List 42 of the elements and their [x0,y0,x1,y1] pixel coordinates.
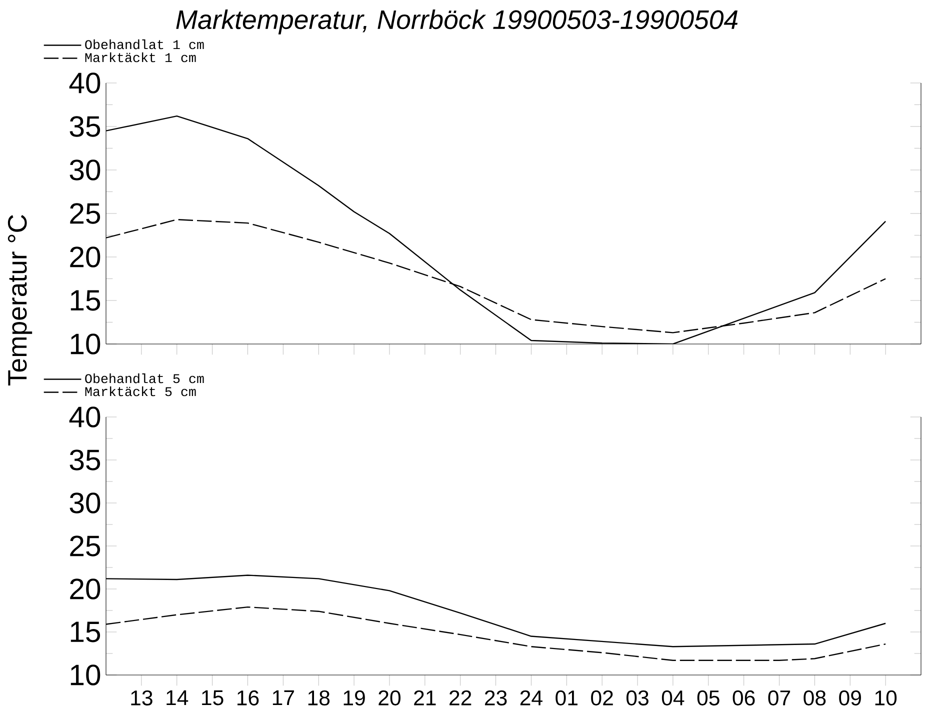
y-tick-label: 35 [70,450,100,470]
x-tick-label: 24 [520,690,542,706]
x-tick-label: 04 [662,690,684,706]
y-tick-label: 30 [70,492,100,514]
legend-label: Obehandlat 5 cm [85,373,204,384]
chart-title: Marktemperatur, Norrböck 19900503-19900504 [176,10,738,34]
x-tick-label: 13 [131,690,152,706]
y-tick-label: 30 [70,160,100,180]
x-tick-label: 15 [202,690,224,706]
x-tick-label: 18 [308,690,330,706]
y-tick-label: 20 [70,578,100,600]
x-tick-label: 03 [626,690,648,706]
x-tick-label: 07 [768,690,790,706]
x-tick-label: 20 [378,690,400,706]
y-tick-label: 15 [70,290,100,311]
x-tick-label: 22 [450,690,472,706]
y-tick-label: 25 [70,536,100,556]
y-tick-label: 10 [70,664,100,686]
y-tick-label: 40 [69,406,100,428]
y-tick-label: 40 [69,72,100,94]
x-tick-label: 09 [839,690,861,706]
legend-label: Marktäckt 1 cm [85,52,196,62]
x-tick-label: 01 [556,690,578,706]
x-tick-label: 05 [697,690,720,706]
y-axis-title: Temperatur °C [8,214,32,386]
x-tick-label: 17 [272,690,294,706]
y-tick-label: 15 [70,622,100,642]
y-tick-label: 25 [70,203,100,224]
x-tick-label: 21 [414,690,436,706]
y-tick-label: 10 [70,334,100,354]
x-tick-label: 02 [591,690,613,706]
x-tick-label: 14 [166,690,188,706]
x-tick-label: 08 [804,690,826,706]
x-tick-label: 06 [732,690,755,706]
y-tick-label: 35 [70,116,100,137]
x-tick-label: 16 [238,690,259,706]
y-tick-label: 20 [70,246,100,268]
x-tick-label: 23 [484,690,507,706]
legend-label: Marktäckt 5 cm [85,386,196,396]
legend-label: Obehandlat 1 cm [85,39,204,50]
x-tick-label: 19 [344,690,365,706]
x-tick-label: 10 [875,690,897,706]
